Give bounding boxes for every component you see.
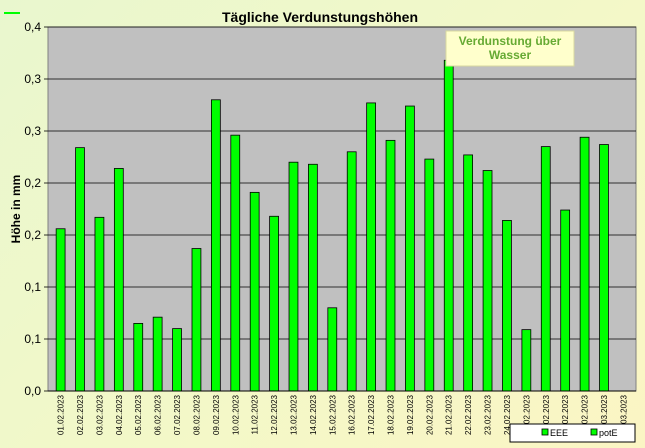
legend-label-eee: EEE xyxy=(550,428,568,438)
x-tick-label: 04.02.2023 xyxy=(115,394,124,435)
x-tick-label: 01.03.2023 xyxy=(600,394,609,435)
bar xyxy=(463,154,474,392)
legend: EEE potE xyxy=(509,423,636,443)
x-tick-label: 11.02.2023 xyxy=(251,394,260,434)
bar xyxy=(599,144,609,392)
bar xyxy=(482,170,493,392)
x-axis-ticks: 01.02.2023 02.02.2023 03.02.2023 04.02.2023… xyxy=(57,394,629,435)
x-tick-label: 24.02.2023 xyxy=(503,394,512,435)
x-tick-label: 01.02.2023 xyxy=(57,394,66,435)
x-tick-label: 19.02.2023 xyxy=(406,394,415,435)
x-tick-label: 18.02.2023 xyxy=(387,394,396,435)
annotation-line2: Wasser xyxy=(489,48,532,62)
legend-swatch-eee xyxy=(541,428,549,436)
x-tick-label: 17.02.2023 xyxy=(367,394,376,435)
x-tick-label: 03.02.2023 xyxy=(95,394,104,435)
x-tick-label: 22.02.2023 xyxy=(464,394,473,435)
bar xyxy=(133,322,144,392)
bar xyxy=(94,216,105,392)
x-tick-label: 25.02.2023 xyxy=(522,394,531,435)
x-tick-label: 02.03.2023 xyxy=(619,394,628,435)
x-tick-label: 16.02.2023 xyxy=(348,394,357,435)
chart-title: Tägliche Verdunstungshöhen xyxy=(222,9,418,25)
bar xyxy=(230,134,241,392)
bar xyxy=(502,220,512,392)
x-tick-label: 10.02.2023 xyxy=(231,394,240,435)
bar xyxy=(540,146,551,392)
bar xyxy=(579,136,590,392)
bar xyxy=(366,102,376,392)
y-tick-label: 0,0 xyxy=(24,384,41,398)
x-tick-label: 02.02.2023 xyxy=(76,394,85,435)
bar xyxy=(288,161,299,392)
x-tick-label: 07.02.2023 xyxy=(173,394,182,435)
y-tick-label: 0,4 xyxy=(24,20,41,34)
x-tick-label: 05.02.2023 xyxy=(134,394,143,435)
bar xyxy=(385,139,396,392)
x-tick-label: 06.02.2023 xyxy=(154,394,163,435)
x-tick-label: 09.02.2023 xyxy=(212,394,221,435)
x-tick-label: 12.02.2023 xyxy=(270,394,279,435)
bar xyxy=(560,209,571,392)
x-tick-label: 15.02.2023 xyxy=(328,394,337,435)
y-tick-label: 0,1 xyxy=(24,332,41,346)
x-tick-label: 28.02.2023 xyxy=(581,394,590,435)
y-tick-label: 0,1 xyxy=(24,280,41,294)
bar xyxy=(55,228,66,392)
x-tick-label: 27.02.2023 xyxy=(561,394,570,435)
bar xyxy=(113,168,124,392)
x-tick-label: 21.02.2023 xyxy=(445,394,454,435)
bar xyxy=(346,151,357,392)
bar xyxy=(249,191,260,392)
bar xyxy=(521,329,532,392)
x-tick-label: 13.02.2023 xyxy=(289,394,298,435)
x-tick-label: 08.02.2023 xyxy=(192,394,201,435)
y-tick-label: 0,2 xyxy=(24,176,41,190)
x-tick-label: 20.02.2023 xyxy=(425,394,434,435)
legend-label-pote: potE xyxy=(599,428,618,438)
legend-swatch-pote xyxy=(590,428,598,436)
bar xyxy=(172,328,182,392)
bar-series-potE xyxy=(48,59,636,392)
y-tick-label: 0,3 xyxy=(24,72,41,86)
annotation-box: Verdunstung über Wasser xyxy=(445,30,575,67)
bar xyxy=(75,147,85,392)
bar xyxy=(327,307,338,392)
y-axis-label: Höhe in mm xyxy=(9,175,23,244)
bar xyxy=(210,99,221,392)
y-axis-ticks: 0,0 0,1 0,1 0,2 0,2 0,3 0,3 0,4 xyxy=(24,20,48,398)
y-tick-label: 0,2 xyxy=(24,228,41,242)
x-tick-label: 23.02.2023 xyxy=(484,394,493,435)
bar xyxy=(405,105,415,392)
x-tick-label: 14.02.2023 xyxy=(309,394,318,435)
bar xyxy=(191,248,202,392)
bar xyxy=(308,163,318,392)
bar xyxy=(443,59,454,392)
bar xyxy=(424,158,435,392)
y-tick-label: 0,3 xyxy=(24,124,41,138)
x-tick-label: 26.02.2023 xyxy=(542,394,551,435)
annotation-line1: Verdunstung über xyxy=(459,34,562,48)
bar xyxy=(152,316,163,392)
bar xyxy=(269,215,279,392)
